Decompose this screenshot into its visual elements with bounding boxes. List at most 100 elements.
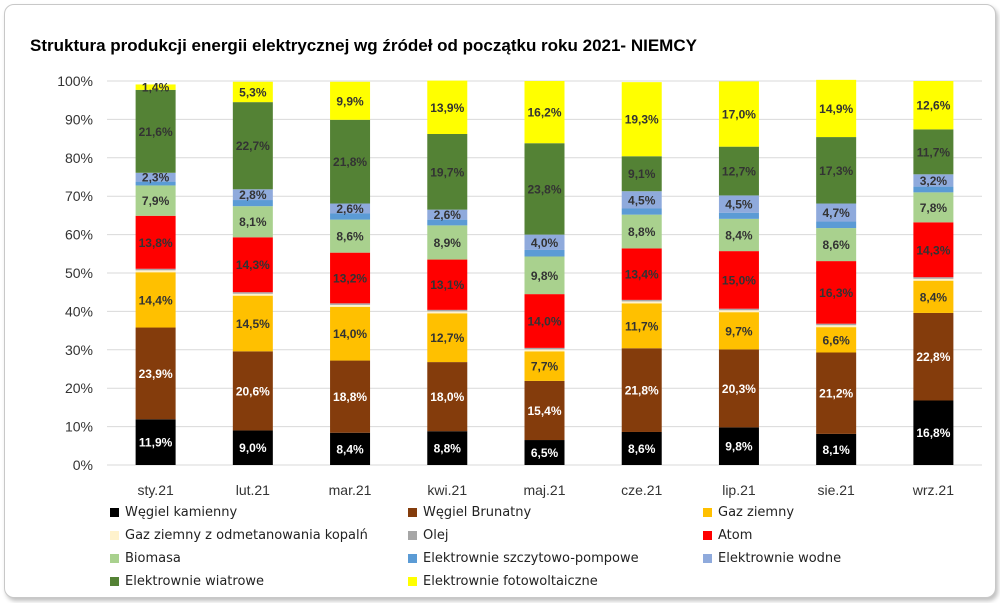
bar-segment: [913, 280, 954, 313]
bar-segment: [135, 185, 176, 216]
bar-segment: [913, 312, 954, 401]
bar-segment: [913, 400, 954, 465]
bar-segment: [135, 272, 176, 328]
data-label: 8,4%: [725, 228, 753, 242]
legend-swatch: [408, 531, 417, 540]
bar-stack: 8,6% 21,8% 11,7% 13,4% 8,8% 4,5% 9,1% 19,3%: [621, 82, 662, 465]
bar-segment: [427, 259, 468, 310]
bar-segment: [427, 311, 468, 314]
bar-segment: [718, 310, 759, 313]
bar-segment: [330, 119, 371, 204]
legend-label: Elektrownie wodne: [718, 551, 842, 566]
bar-segment: [718, 195, 759, 213]
legend-swatch: [110, 508, 119, 517]
bar-segment: [135, 270, 176, 273]
data-label: 18,8%: [333, 390, 367, 404]
data-label: 6,6%: [822, 333, 850, 347]
bar-segment: [135, 419, 176, 465]
bar-segment: [330, 432, 371, 465]
data-label: 15,4%: [527, 404, 561, 418]
bar-segment: [718, 212, 759, 219]
bar-stack: 8,1% 21,2% 6,6% 16,3% 8,6% 4,7% 17,3% 14,9%: [816, 79, 857, 465]
bar-segment: [718, 218, 759, 252]
y-tick-label: 30%: [65, 342, 93, 358]
legend-item: Gaz ziemny z odmetanowania kopalń: [110, 528, 368, 543]
bar-segment: [524, 294, 565, 348]
legend-swatch: [110, 577, 119, 586]
bar-segment: [330, 81, 371, 120]
data-label: 12,7%: [722, 165, 756, 179]
bar-segment: [232, 430, 273, 465]
bar-segment: [913, 186, 954, 193]
legend-item: Węgiel kamienny: [110, 505, 237, 520]
bar-segment: [718, 312, 759, 350]
data-label: 12,6%: [916, 99, 950, 113]
data-label: 4,0%: [531, 236, 559, 250]
data-label: 13,2%: [333, 271, 367, 285]
data-label: 2,6%: [336, 202, 364, 216]
bar-segment: [816, 352, 857, 434]
data-label: 14,9%: [819, 102, 853, 116]
data-label: 21,2%: [819, 387, 853, 401]
bar-segment: [621, 156, 662, 192]
data-label: 17,0%: [722, 108, 756, 122]
data-label: 14,3%: [916, 243, 950, 257]
data-label: 8,6%: [628, 442, 656, 456]
y-tick-label: 50%: [65, 265, 93, 281]
data-label: 9,0%: [239, 441, 267, 455]
data-label: 2,3%: [142, 171, 170, 185]
legend-item: Olej: [408, 528, 448, 543]
y-tick-label: 0%: [73, 457, 93, 473]
legend-label: Atom: [718, 528, 753, 543]
bar-segment: [816, 325, 857, 328]
data-label: 13,4%: [625, 268, 659, 282]
data-label: 20,3%: [722, 382, 756, 396]
legend-swatch: [703, 554, 712, 563]
bar-segment: [816, 327, 857, 353]
data-label: 22,7%: [236, 139, 270, 153]
bar-segment: [232, 200, 273, 207]
bar-segment: [621, 303, 662, 349]
data-label: 7,8%: [920, 201, 948, 215]
bar-segment: [718, 251, 759, 309]
legend-label: Węgiel kamienny: [125, 505, 238, 520]
y-tick-label: 60%: [65, 227, 93, 243]
legend-item: Gaz ziemny: [703, 505, 794, 520]
bar-segment: [427, 80, 468, 134]
data-label: 22,8%: [916, 350, 950, 364]
bar-segment: [816, 203, 857, 222]
data-label: 21,8%: [625, 384, 659, 398]
data-label: 8,4%: [920, 290, 948, 304]
legend-item: Biomasa: [110, 551, 181, 566]
bar-segment: [913, 278, 954, 281]
y-tick-label: 70%: [65, 188, 93, 204]
bar-stack: 9,8% 20,3% 9,7% 15,0% 8,4% 4,5% 12,7% 17,0%: [718, 81, 759, 465]
data-label: 8,6%: [336, 230, 364, 244]
data-label: 5,3%: [239, 85, 267, 99]
bar-segment: [232, 102, 273, 190]
x-tick-label: sie.21: [817, 482, 855, 498]
bar-segment: [913, 192, 954, 223]
bar-segment: [427, 309, 468, 312]
data-label: 16,2%: [527, 106, 561, 120]
bar-segment: [816, 228, 857, 262]
bar-segment: [232, 293, 273, 296]
bar-segment: [816, 433, 857, 465]
bar-segment: [913, 222, 954, 278]
data-label: 16,3%: [819, 286, 853, 300]
bar-segment: [232, 81, 273, 103]
bar-segment: [621, 214, 662, 249]
legend-label: Węgiel Brunatny: [423, 505, 532, 520]
y-tick-label: 80%: [65, 150, 93, 166]
legend-label: Elektrownie szczytowo-pompowe: [423, 551, 639, 566]
legend-label: Gaz ziemny z odmetanowania kopalń: [125, 528, 368, 543]
data-label: 15,0%: [722, 273, 756, 287]
legend-swatch: [408, 508, 417, 517]
bar-segment: [718, 427, 759, 465]
bar-segment: [330, 219, 371, 253]
data-label: 21,8%: [333, 155, 367, 169]
data-label: 4,7%: [822, 206, 850, 220]
bar-segment: [330, 252, 371, 304]
data-label: 12,7%: [430, 331, 464, 345]
